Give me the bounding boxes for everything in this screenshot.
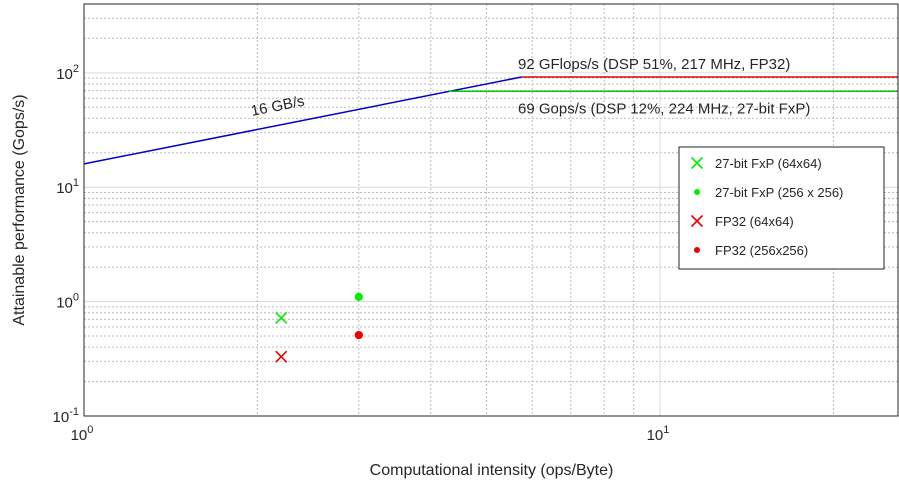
y-tick-label: 102 bbox=[56, 63, 79, 83]
fp32-ceiling-label: 92 GFlops/s (DSP 51%, 217 MHz, FP32) bbox=[518, 56, 790, 73]
legend-item-fxp-256: 27-bit FxP (256 x 256) bbox=[715, 185, 843, 200]
y-tick-label: 10-1 bbox=[53, 406, 79, 426]
data-point-series-2 bbox=[275, 350, 288, 363]
roofline-lines bbox=[83, 76, 898, 165]
bandwidth-line bbox=[83, 76, 522, 165]
y-tick-label: 101 bbox=[56, 177, 79, 197]
data-point-series-1 bbox=[354, 292, 363, 302]
fxp-ceiling-label: 69 Gops/s (DSP 12%, 224 MHz, 27-bit FxP) bbox=[518, 100, 810, 117]
data-markers bbox=[275, 292, 363, 363]
data-point-series-0 bbox=[275, 311, 288, 325]
legend-markers bbox=[690, 156, 704, 253]
legend-marker-1 bbox=[694, 189, 700, 195]
legend-marker-3 bbox=[694, 247, 700, 253]
legend-marker-2 bbox=[690, 214, 704, 228]
bandwidth-label: 16 GB/s bbox=[249, 93, 305, 120]
data-point-series-3 bbox=[354, 330, 363, 340]
legend-item-fxp-64: 27-bit FxP (64x64) bbox=[715, 156, 822, 171]
y-tick-label: 100 bbox=[56, 292, 79, 312]
legend-item-fp32-64: FP32 (64x64) bbox=[715, 214, 794, 229]
x-axis-label: Computational intensity (ops/Byte) bbox=[370, 462, 614, 479]
legend-marker-0 bbox=[690, 156, 704, 170]
y-axis-label: Attainable performance (Gops/s) bbox=[11, 94, 28, 325]
legend-box bbox=[678, 146, 885, 270]
legend-item-fp32-256: FP32 (256x256) bbox=[715, 243, 808, 258]
plot-frame bbox=[83, 3, 899, 417]
x-tick-label: 100 bbox=[71, 424, 94, 444]
x-tick-label: 101 bbox=[647, 424, 670, 444]
legend: 27-bit FxP (64x64) 27-bit FxP (256 x 256… bbox=[678, 146, 885, 270]
